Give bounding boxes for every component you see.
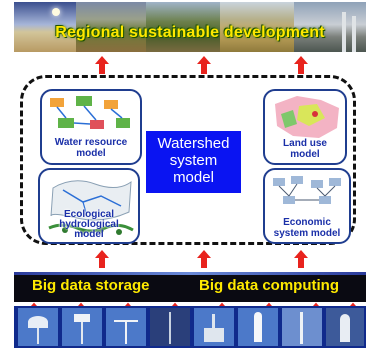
arrow-up-icon <box>95 56 109 74</box>
desert-photo <box>14 2 76 52</box>
big-data-computing-label: Big data computing <box>199 277 339 294</box>
water-model-label-2: model <box>76 148 106 159</box>
land-use-model-box: Land use model <box>263 89 347 165</box>
industry-photo <box>294 2 366 52</box>
water-resource-model-box: Water resource model <box>40 89 142 165</box>
arrow-up-icon <box>95 250 109 268</box>
economic-flow-diagram-icon <box>273 176 341 204</box>
grassland-photo <box>76 2 146 52</box>
center-label-3: model <box>173 169 214 186</box>
center-label-2: system <box>169 152 218 169</box>
weather-tower-photo <box>62 308 102 346</box>
big-data-storage-label: Big data storage <box>32 277 150 294</box>
land-model-label-2: model <box>290 149 320 160</box>
water-network-diagram-icon <box>50 96 130 129</box>
water-model-label-1: Water resource <box>54 137 128 148</box>
watershed-map-icon <box>48 180 134 235</box>
arrow-up-icon <box>294 250 308 268</box>
field-photo <box>220 2 294 52</box>
eco-model-label-1: Ecological <box>63 209 114 220</box>
watershed-system-model-box: Watershed system model <box>146 131 241 193</box>
top-photo-strip: Regional sustainable development <box>14 2 366 52</box>
ecological-hydrological-model-box: Ecological hydrological model <box>38 168 140 244</box>
land-model-label-1: Land use <box>283 138 327 149</box>
rocket-photo <box>238 308 278 346</box>
wetland-photo <box>146 2 220 52</box>
watershed-system-frame <box>20 75 356 245</box>
economic-system-model-box: Economic system model <box>263 168 351 244</box>
center-label-1: Watershed <box>157 135 230 152</box>
arrow-up-icon <box>197 56 211 74</box>
antenna-photo <box>150 308 190 346</box>
arrow-up-icon <box>294 56 308 74</box>
econ-model-label-2: system model <box>273 228 341 239</box>
monitoring-station-photo <box>194 308 234 346</box>
satellite-dish-photo <box>18 308 58 346</box>
space-shuttle-photo <box>326 308 364 346</box>
wind-turbine-photo <box>106 308 146 346</box>
sensor-photo-strip <box>14 306 366 348</box>
arrow-up-icon <box>197 250 211 268</box>
regional-development-title: Regional sustainable development <box>55 24 325 41</box>
sensor-mast-photo <box>282 308 322 346</box>
big-data-strip: Big data storage Big data computing <box>14 272 366 302</box>
land-use-map-icon <box>275 96 339 138</box>
econ-model-label-1: Economic <box>283 217 331 228</box>
eco-model-label-2: hydrological <box>59 219 119 230</box>
eco-model-label-3: model <box>74 229 104 240</box>
